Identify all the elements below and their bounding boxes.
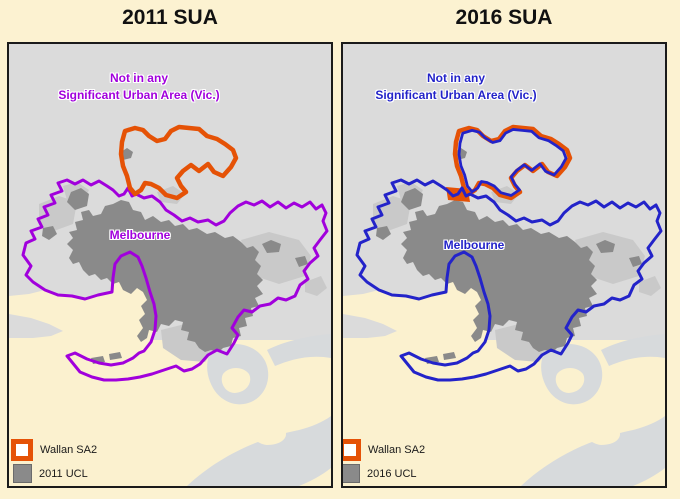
annotation-line1: Not in any (109, 71, 168, 85)
annotation-line2: Significant Urban Area (Vic.) (58, 88, 220, 102)
annotation-line2: Significant Urban Area (Vic.) (375, 88, 537, 102)
ucl-fill-swatch (13, 464, 32, 483)
legend-2016: Wallan SA2 2016 UCL (343, 436, 426, 483)
map-panel-2011: Not in any Significant Urban Area (Vic.)… (7, 42, 333, 488)
ucl-fill-swatch (343, 464, 360, 483)
legend-label: 2011 UCL (39, 467, 88, 480)
wallan-sa2-outline-swatch (343, 439, 361, 461)
map-panel-2016: Not in any Significant Urban Area (Vic.)… (341, 42, 667, 488)
legend-label: Wallan SA2 (368, 444, 426, 456)
legend-2011: Wallan SA2 2011 UCL (11, 436, 97, 483)
panel-title-2016: 2016 SUA (455, 6, 553, 29)
legend-item-wallan: Wallan SA2 (11, 439, 97, 461)
map-2016 (343, 44, 665, 486)
legend-item-wallan: Wallan SA2 (343, 439, 426, 461)
melbourne-label: Melbourne (443, 238, 505, 252)
legend-label: 2016 UCL (367, 467, 417, 480)
wallan-sa2-outline-swatch (11, 439, 33, 461)
legend-item-ucl: 2016 UCL (343, 464, 425, 483)
annotation-line1: Not in any (426, 71, 485, 85)
legend-label: Wallan SA2 (40, 444, 98, 456)
map-2011 (9, 44, 331, 486)
not-in-sua-annotation: Not in any Significant Urban Area (Vic.) (343, 70, 569, 104)
basemap (9, 44, 331, 486)
panel-title-2011: 2011 SUA (122, 6, 218, 29)
basemap (343, 44, 665, 486)
melbourne-label: Melbourne (109, 228, 171, 242)
legend-item-ucl: 2011 UCL (11, 464, 97, 483)
not-in-sua-annotation: Not in any Significant Urban Area (Vic.) (9, 70, 269, 104)
